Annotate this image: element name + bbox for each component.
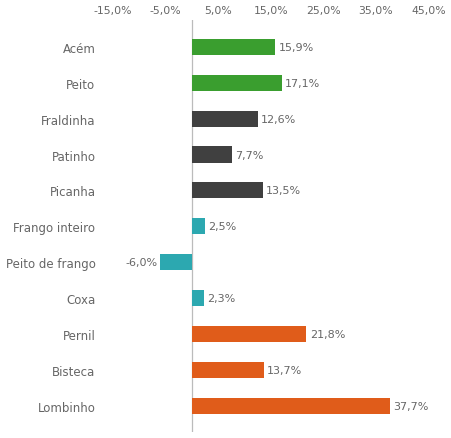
Bar xyxy=(192,326,307,342)
Bar xyxy=(192,398,390,414)
Text: 21,8%: 21,8% xyxy=(310,329,345,339)
Text: 7,7%: 7,7% xyxy=(235,150,264,160)
Text: -6,0%: -6,0% xyxy=(125,258,157,268)
Bar xyxy=(192,362,264,378)
Text: 12,6%: 12,6% xyxy=(261,114,296,124)
Text: 13,5%: 13,5% xyxy=(266,186,301,196)
Bar xyxy=(192,75,282,92)
Bar xyxy=(192,183,263,199)
Text: 2,3%: 2,3% xyxy=(207,293,235,304)
Text: 13,7%: 13,7% xyxy=(267,365,302,375)
Text: 15,9%: 15,9% xyxy=(279,43,314,53)
Bar xyxy=(192,219,205,235)
Bar xyxy=(192,111,258,127)
Bar xyxy=(192,147,232,163)
Text: 37,7%: 37,7% xyxy=(393,401,428,411)
Text: 2,5%: 2,5% xyxy=(208,222,236,232)
Bar xyxy=(192,40,276,56)
Text: 17,1%: 17,1% xyxy=(285,78,320,88)
Bar xyxy=(160,254,192,271)
Bar xyxy=(192,290,204,307)
